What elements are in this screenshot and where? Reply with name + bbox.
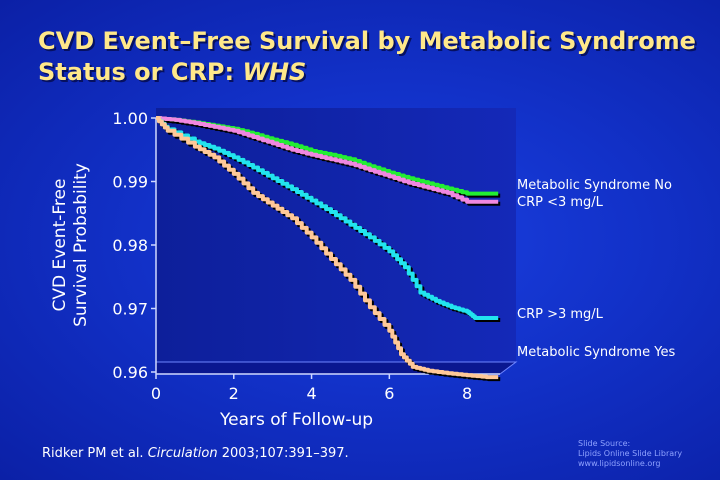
- y-tick-label: 0.99: [112, 173, 148, 192]
- legend-crp-high: CRP >3 mg/L: [517, 307, 603, 322]
- series-line-1: [156, 116, 499, 204]
- citation-journal: Circulation: [147, 446, 218, 461]
- y-tick-label: 0.98: [112, 236, 148, 255]
- x-tick-label: 4: [306, 384, 316, 403]
- series-line-3: [156, 116, 499, 380]
- source-line1: Slide Source:: [578, 439, 631, 448]
- title-italic: WHS: [242, 58, 307, 86]
- x-axis-label: Years of Follow-up: [220, 410, 374, 430]
- series-line-2: [156, 116, 499, 320]
- y-tick-label: 1.00: [112, 109, 148, 128]
- y-tick-label: 0.97: [112, 300, 148, 319]
- citation-authors: Ridker PM et al.: [42, 446, 148, 461]
- title-main: CVD Event–Free Survival by Metabolic Syn…: [38, 27, 696, 86]
- x-tick-label: 8: [462, 384, 472, 403]
- legend-ms-yes: Metabolic Syndrome Yes: [517, 345, 676, 360]
- x-tick-label: 6: [384, 384, 394, 403]
- legend-crp-low: CRP <3 mg/L: [517, 195, 603, 210]
- y-axis-label-line1: CVD Event-Free: [50, 178, 70, 312]
- source-line2: Lipids Online Slide Library: [578, 449, 683, 458]
- citation-details: 2003;107:391–397.: [217, 446, 349, 461]
- x-tick-label: 0: [151, 384, 161, 403]
- slide-title: CVD Event–Free Survival by Metabolic Syn…: [38, 26, 698, 88]
- y-axis-label-line2: Survival Probability: [71, 163, 91, 327]
- source-line3: www.lipidsonline.org: [578, 459, 661, 468]
- y-tick-label: 0.96: [112, 363, 148, 382]
- x-tick-label: 2: [229, 384, 239, 403]
- y-axis-label: CVD Event-Free Survival Probability: [50, 125, 94, 365]
- legend-ms-no: Metabolic Syndrome No: [517, 178, 672, 193]
- citation: Ridker PM et al. Circulation 2003;107:39…: [42, 446, 349, 461]
- slide-source: Slide Source: Lipids Online Slide Librar…: [578, 439, 682, 469]
